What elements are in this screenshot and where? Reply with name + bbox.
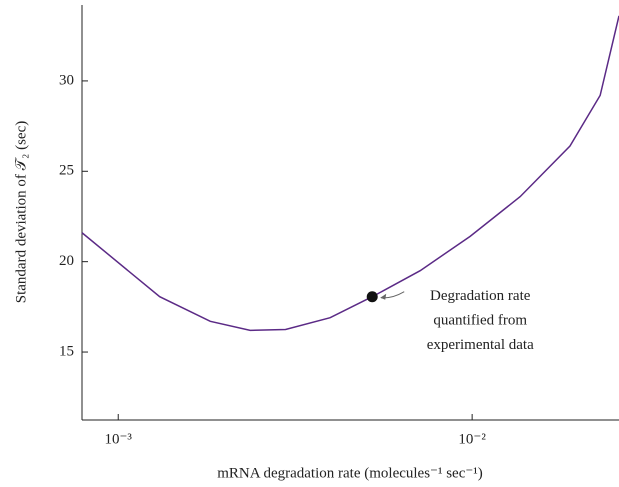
annotation-text: quantified from bbox=[433, 313, 527, 329]
x-tick-label: 10⁻³ bbox=[105, 431, 133, 447]
y-axis-label: Standard deviation of 𝒯₂ (sec) bbox=[13, 121, 29, 304]
y-tick-label: 25 bbox=[59, 163, 74, 179]
y-tick-label: 30 bbox=[59, 72, 74, 88]
x-axis-label: mRNA degradation rate (molecules⁻¹ sec⁻¹… bbox=[217, 465, 483, 481]
annotation-arrowhead bbox=[380, 293, 387, 300]
annotation-text: Degradation rate bbox=[430, 288, 531, 304]
x-tick-label: 10⁻² bbox=[458, 431, 486, 447]
y-tick-label: 15 bbox=[59, 343, 74, 359]
annotation-text: experimental data bbox=[427, 337, 534, 353]
line bbox=[81, 15, 619, 332]
highlight-point bbox=[366, 291, 378, 303]
y-tick-label: 20 bbox=[59, 253, 74, 269]
